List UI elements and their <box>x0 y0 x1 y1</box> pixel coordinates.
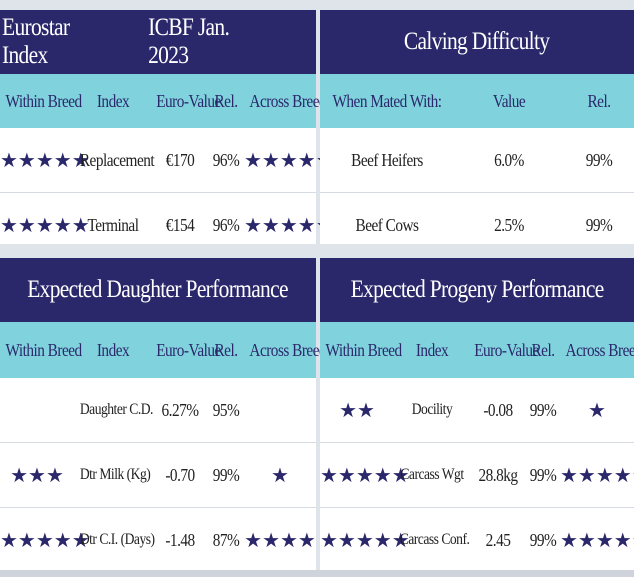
progeny-title-bar: Expected Progeny Performance <box>320 258 634 322</box>
table-row: Beef Cows 2.5% 99% <box>320 193 634 257</box>
table-row: Beef Heifers 6.0% 99% <box>320 128 634 193</box>
eurostar-subtitle: ICBF Jan. 2023 <box>148 14 231 69</box>
header-index: Index <box>96 90 130 111</box>
across-breed-stars: ★★★★★ <box>560 464 634 487</box>
mated-with: Beef Heifers <box>351 149 423 170</box>
euro-value: 2.45 <box>485 529 511 550</box>
across-breed-stars: ★ <box>588 399 606 422</box>
index-name: Daughter C.D. <box>79 401 154 418</box>
reliability: 99% <box>529 399 557 420</box>
within-breed-stars: ★★★★★ <box>320 464 410 487</box>
header-index: Index <box>96 339 130 360</box>
across-breed-stars: ★★★★★ <box>244 149 334 172</box>
calving-value: 2.5% <box>494 214 524 235</box>
header-within-breed: Within Breed <box>325 339 403 360</box>
header-within-breed: Within Breed <box>5 90 83 111</box>
reliability: 99% <box>585 214 613 235</box>
reliability: 96% <box>212 214 240 235</box>
table-row: Daughter C.D. 6.27% 95% <box>0 378 316 443</box>
header-across-breed: Across Breed <box>249 339 327 360</box>
euro-value: -0.70 <box>165 464 195 485</box>
index-name: Replacement <box>79 149 155 170</box>
table-row: ★★ Docility -0.08 99% ★ <box>320 378 634 443</box>
table-row: ★★★★★ Dtr C.I. (Days) -1.48 87% ★★★★ <box>0 508 316 572</box>
within-breed-stars: ★★★ <box>10 464 64 487</box>
reliability: 99% <box>212 464 240 485</box>
euro-value: €170 <box>165 149 195 170</box>
calving-difficulty-panel: Calving Difficulty When Mated With: Valu… <box>320 10 634 244</box>
table-row: ★★★★★ Terminal €154 96% ★★★★★ <box>0 193 334 257</box>
within-breed-stars: ★★ <box>339 399 375 422</box>
index-name: Carcass Conf. <box>399 531 470 548</box>
table-row: ★★★ Dtr Milk (Kg) -0.70 99% ★ <box>0 443 316 508</box>
header-rel: Rel. <box>587 90 611 111</box>
within-breed-stars: ★★★★★ <box>320 529 410 552</box>
progeny-title: Expected Progeny Performance <box>350 276 605 303</box>
daughter-performance-panel: Expected Daughter Performance Within Bre… <box>0 258 327 572</box>
header-rel: Rel. <box>531 339 555 360</box>
within-breed-stars: ★★★★★ <box>0 149 90 172</box>
table-row: ★★★★★ Carcass Conf. 2.45 99% ★★★★★ <box>320 508 634 572</box>
calving-title: Calving Difficulty <box>404 28 550 55</box>
index-name: Carcass Wgt <box>400 466 464 483</box>
across-breed-stars: ★★★★★ <box>560 529 634 552</box>
table-row: ★★★★★ Carcass Wgt 28.8kg 99% ★★★★★ <box>320 443 634 508</box>
index-name: Dtr Milk (Kg) <box>79 466 151 483</box>
index-name: Terminal <box>87 214 139 235</box>
header-rel: Rel. <box>214 339 238 360</box>
header-index: Index <box>415 339 449 360</box>
within-breed-stars: ★★★★★ <box>0 529 90 552</box>
calving-value: 6.0% <box>494 149 524 170</box>
eurostar-header-row: Within Breed Index Euro-Value Rel. Acros… <box>0 74 327 128</box>
header-euro-value: Euro-Value <box>474 339 539 360</box>
header-within-breed: Within Breed <box>5 339 83 360</box>
index-name: Docility <box>411 401 453 418</box>
reliability: 95% <box>212 399 240 420</box>
reliability: 99% <box>529 464 557 485</box>
reliability: 87% <box>212 529 240 550</box>
across-breed-stars: ★★★★★ <box>244 214 334 237</box>
eurostar-title: Eurostar Index <box>2 14 70 69</box>
reliability: 99% <box>529 529 557 550</box>
calving-title-bar: Calving Difficulty <box>320 10 634 74</box>
progeny-performance-panel: Expected Progeny Performance Within Bree… <box>320 258 634 570</box>
header-value: Value <box>492 90 526 111</box>
euro-value: -1.48 <box>165 529 195 550</box>
reliability: 96% <box>212 149 240 170</box>
daughter-header-row: Within Breed Index Euro-Value Rel. Acros… <box>0 322 327 378</box>
euro-value: -0.08 <box>483 399 513 420</box>
header-when-mated: When Mated With: <box>332 90 442 111</box>
header-rel: Rel. <box>214 90 238 111</box>
across-breed-stars: ★★★★ <box>244 529 316 552</box>
within-breed-stars: ★★★★★ <box>0 214 90 237</box>
index-name: Dtr C.I. (Days) <box>79 531 155 548</box>
header-euro-value: Euro-Value <box>156 339 221 360</box>
daughter-title-bar: Expected Daughter Performance <box>0 258 316 322</box>
progeny-header-row: Within Breed Index Euro-Value Rel. Acros… <box>320 322 634 378</box>
header-euro-value: Euro-Value <box>156 90 221 111</box>
header-across-breed: Across Breed <box>565 339 634 360</box>
table-row: ★★★★★ Replacement €170 96% ★★★★★ <box>0 128 334 193</box>
euro-value: 28.8kg <box>478 464 518 485</box>
eurostar-title-bar: Eurostar Index ICBF Jan. 2023 <box>0 10 316 74</box>
euro-value: 6.27% <box>161 399 199 420</box>
eurostar-index-panel: Eurostar Index ICBF Jan. 2023 Within Bre… <box>0 10 334 244</box>
across-breed-stars: ★ <box>271 464 289 487</box>
mated-with: Beef Cows <box>355 214 419 235</box>
daughter-title: Expected Daughter Performance <box>27 276 289 303</box>
calving-header-row: When Mated With: Value Rel. <box>320 74 634 128</box>
header-across-breed: Across Breed <box>249 90 327 111</box>
reliability: 99% <box>585 149 613 170</box>
euro-value: €154 <box>165 214 195 235</box>
bottom-strip <box>0 570 634 577</box>
